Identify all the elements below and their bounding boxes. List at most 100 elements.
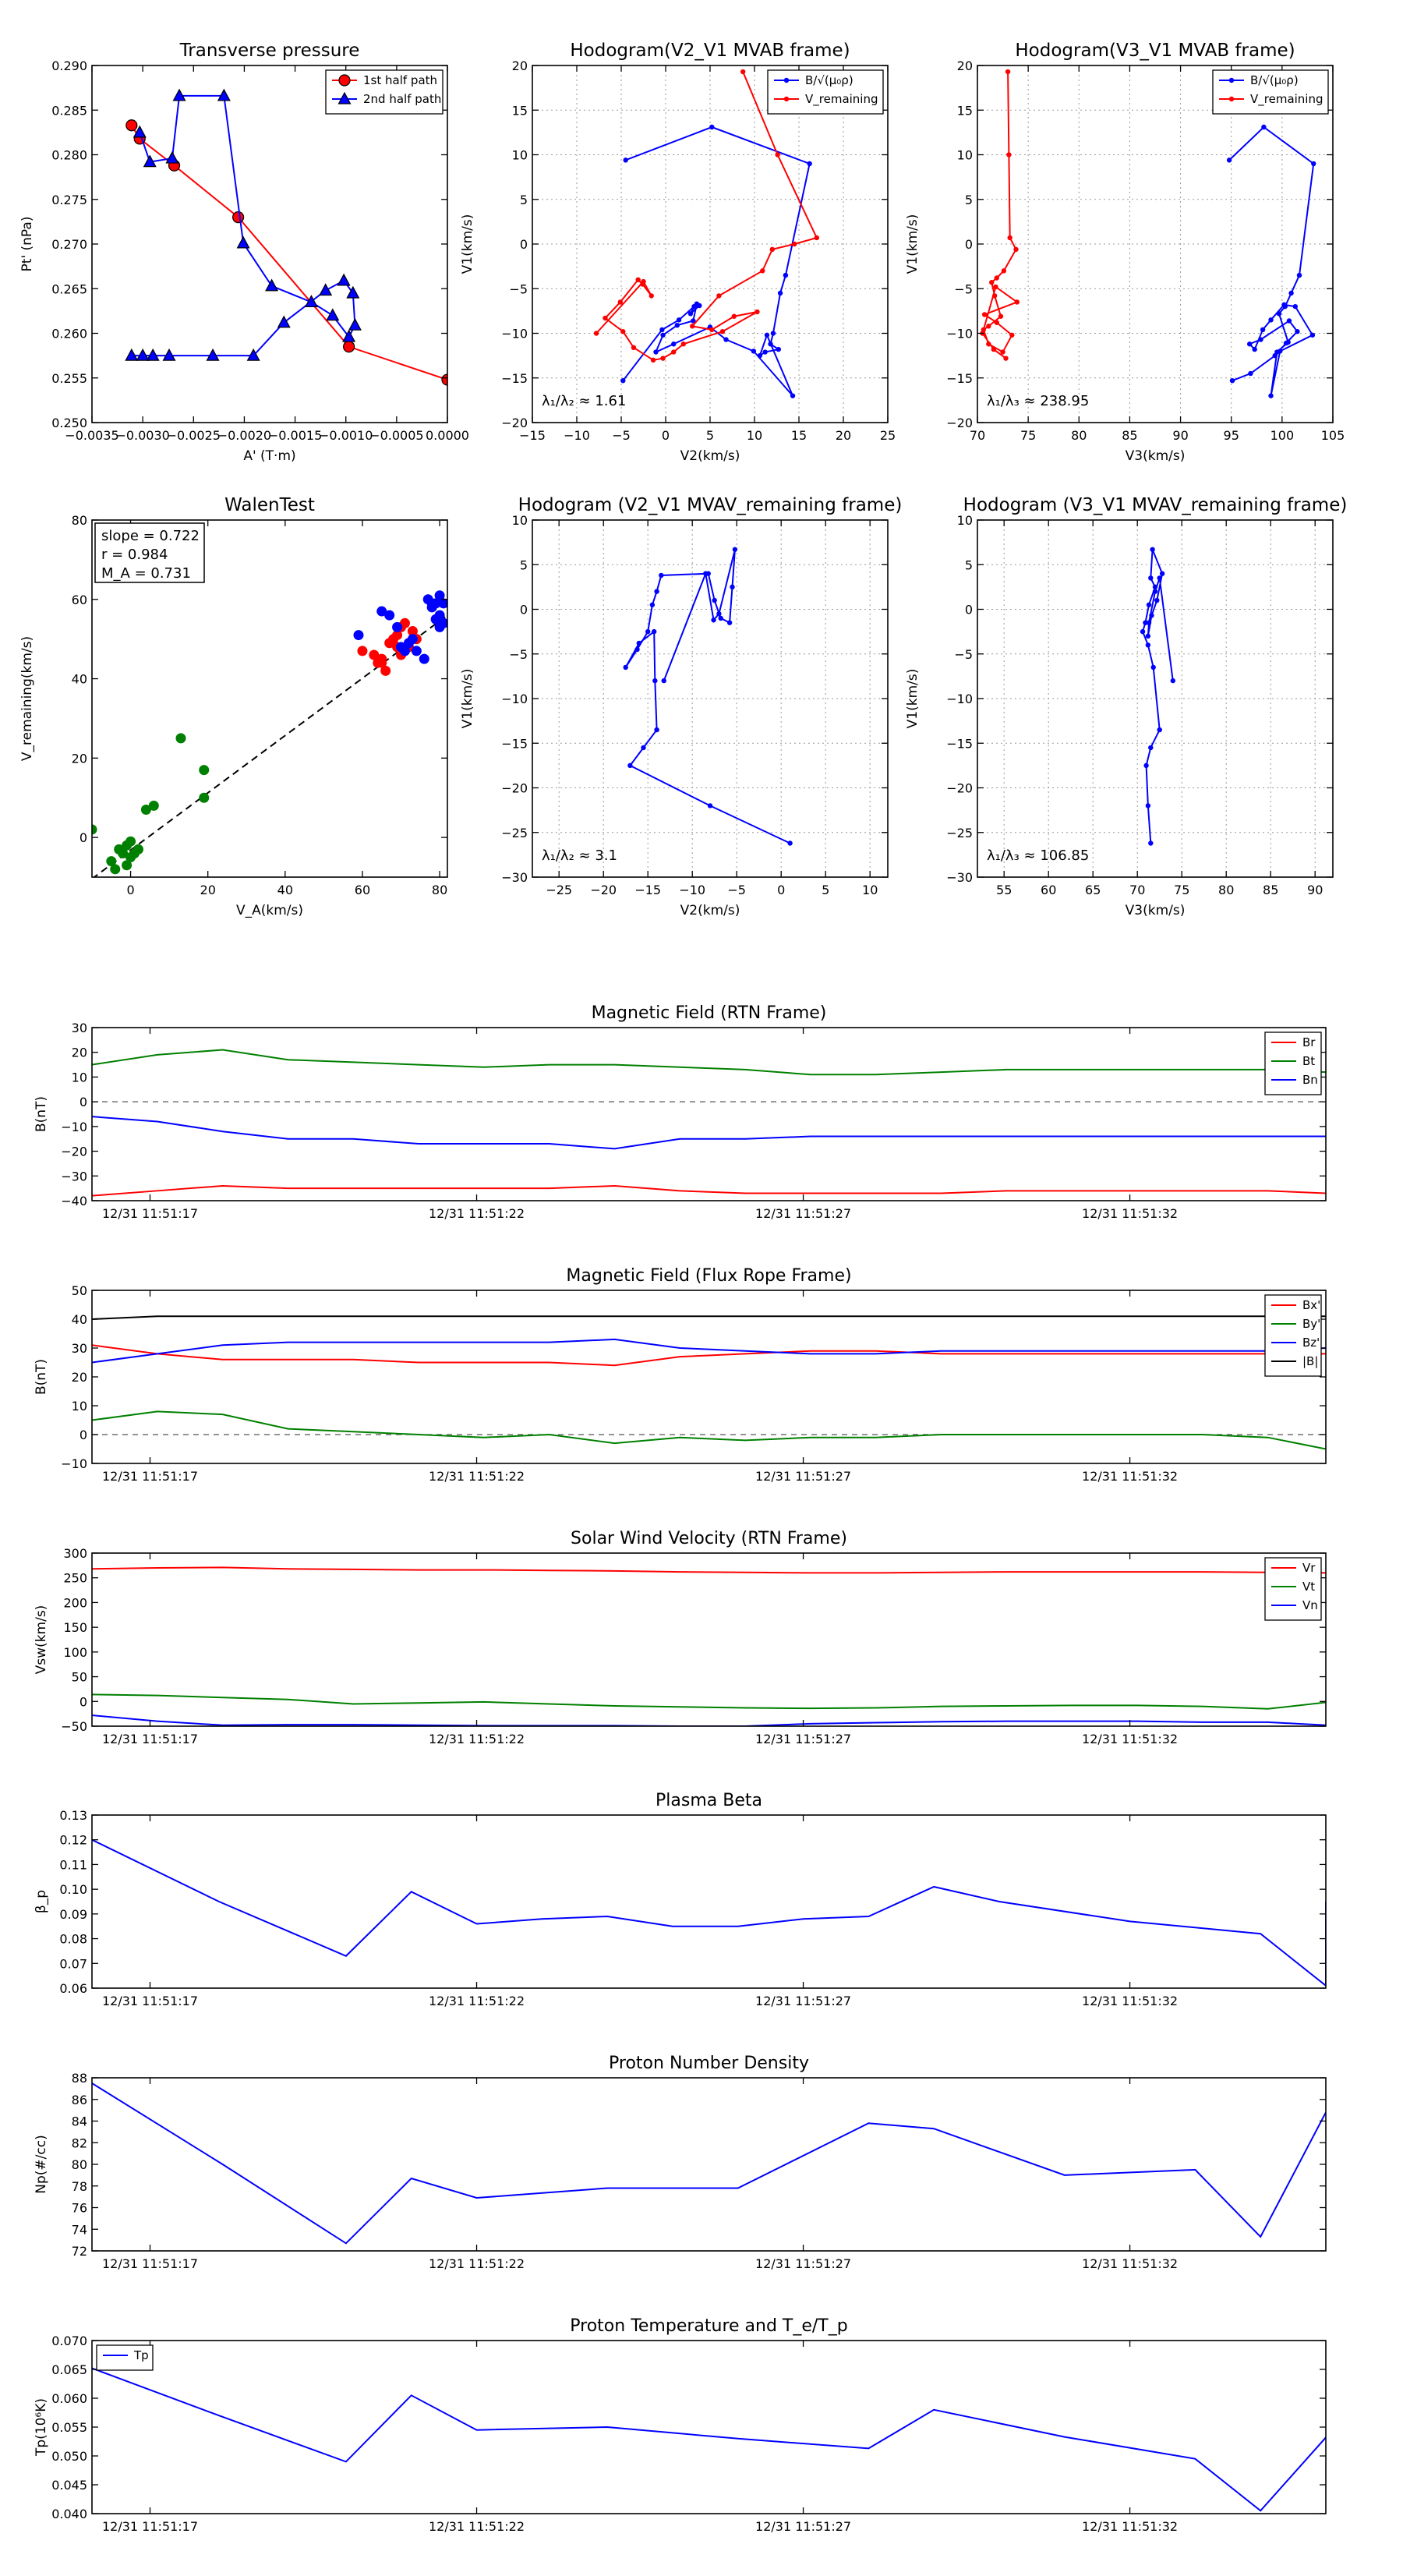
data-point xyxy=(627,763,633,769)
x-tick-label: 0.0000 xyxy=(426,428,469,443)
x-axis-label: V_A(km/s) xyxy=(236,903,303,918)
y-tick-label: 0.065 xyxy=(51,2362,87,2377)
stats-line: r = 0.984 xyxy=(101,547,168,563)
y-tick-label: −40 xyxy=(61,1194,87,1208)
data-point xyxy=(1286,318,1292,324)
data-point xyxy=(1000,349,1005,355)
data-point xyxy=(807,161,812,167)
y-tick-label: 0.07 xyxy=(59,1956,87,1971)
y-tick-label: 0.12 xyxy=(59,1833,87,1848)
data-point xyxy=(769,246,775,253)
data-point xyxy=(165,150,179,164)
data-point xyxy=(125,836,136,847)
x-tick-label: 85 xyxy=(1263,883,1278,897)
series-line-Bz xyxy=(92,1338,1326,1364)
data-point xyxy=(392,621,403,632)
data-point xyxy=(217,88,231,101)
y-tick-label: −5 xyxy=(954,281,973,296)
legend-label: V_remaining xyxy=(1250,92,1323,107)
y-tick-label: 0.290 xyxy=(51,58,87,73)
data-point xyxy=(399,646,410,656)
y-tick-label: 10 xyxy=(72,1399,87,1414)
y-axis-label: V1(km/s) xyxy=(905,214,921,274)
x-tick-label: −15 xyxy=(634,883,661,897)
data-point xyxy=(1145,803,1151,809)
data-point xyxy=(1145,642,1151,648)
series-line-Vt xyxy=(92,1693,1326,1710)
x-tick-label: 80 xyxy=(1218,883,1234,897)
data-point xyxy=(369,649,380,660)
data-point xyxy=(140,804,151,815)
x-axis-label: V2(km/s) xyxy=(680,448,740,464)
data-point xyxy=(661,678,666,684)
y-tick-label: 78 xyxy=(72,2179,87,2194)
y-tick-label: 0 xyxy=(520,237,528,252)
y-tick-label: 15 xyxy=(957,103,973,118)
data-point xyxy=(783,272,789,278)
data-point xyxy=(353,630,364,641)
axes-frame xyxy=(91,519,448,878)
y-axis-label: Tp(10⁶K) xyxy=(34,2398,49,2457)
data-point xyxy=(792,241,797,247)
series-line-Vn xyxy=(92,1714,1326,1726)
data-point xyxy=(265,278,279,292)
y-tick-label: 50 xyxy=(72,1283,87,1298)
plot-area xyxy=(92,2367,1326,2512)
y-tick-label: −15 xyxy=(946,736,973,751)
series-line-Br xyxy=(92,1184,1326,1197)
y-tick-label: 200 xyxy=(63,1595,87,1610)
y-tick-label: 20 xyxy=(512,58,528,73)
series-line-beta xyxy=(92,1838,1326,1987)
y-tick-label: −50 xyxy=(61,1719,87,1734)
x-tick-label: 12/31 11:51:32 xyxy=(1082,2519,1178,2534)
x-tick-label: 85 xyxy=(1122,428,1137,443)
data-point xyxy=(1246,341,1253,347)
y-tick-label: 0 xyxy=(80,830,87,845)
data-point xyxy=(343,341,355,353)
legend-label: Bz' xyxy=(1302,1336,1320,1350)
legend-marker xyxy=(783,96,790,102)
y-tick-label: −15 xyxy=(501,736,528,751)
y-tick-label: −5 xyxy=(509,281,528,296)
x-tick-label: 10 xyxy=(862,883,878,897)
data-point xyxy=(1276,311,1282,317)
legend-label: Vt xyxy=(1302,1580,1315,1594)
x-tick-label: 10 xyxy=(747,428,762,443)
axes-frame xyxy=(91,1027,1327,1201)
data-point xyxy=(380,665,391,676)
y-tick-label: 88 xyxy=(72,2071,87,2086)
chart-title: Transverse pressure xyxy=(179,41,360,61)
data-point xyxy=(1009,332,1015,338)
legend-label: By' xyxy=(1302,1317,1320,1331)
data-point xyxy=(787,840,793,846)
data-point xyxy=(337,273,351,286)
data-point xyxy=(1292,303,1298,310)
y-axis-label: V1(km/s) xyxy=(460,214,475,274)
y-tick-label: 10 xyxy=(72,1070,87,1085)
x-tick-label: 12/31 11:51:17 xyxy=(102,1469,198,1484)
legend-label: Bn xyxy=(1302,1073,1318,1087)
x-tick-label: 12/31 11:51:22 xyxy=(429,1732,525,1746)
data-point xyxy=(199,792,210,803)
y-tick-label: 0 xyxy=(965,603,973,617)
data-point xyxy=(770,331,776,336)
plot-area xyxy=(92,1049,1326,1197)
y-axis-label: Pt' (nPa) xyxy=(19,217,35,272)
data-point xyxy=(1157,575,1162,581)
data-point xyxy=(649,602,656,607)
data-point xyxy=(411,646,422,656)
y-tick-label: 0 xyxy=(520,603,528,617)
legend-label: Vn xyxy=(1302,1598,1318,1612)
data-point xyxy=(1013,246,1019,253)
y-tick-label: 0.060 xyxy=(51,2391,87,2406)
x-tick-label: 105 xyxy=(1321,428,1345,443)
data-point xyxy=(175,733,186,744)
data-point xyxy=(660,332,666,338)
y-tick-label: −20 xyxy=(501,781,528,796)
data-point xyxy=(438,598,447,609)
data-point xyxy=(994,275,999,281)
data-point xyxy=(125,348,139,361)
y-tick-label: 10 xyxy=(957,513,973,528)
y-axis-label: β_p xyxy=(34,1890,49,1913)
data-point xyxy=(1226,157,1232,163)
